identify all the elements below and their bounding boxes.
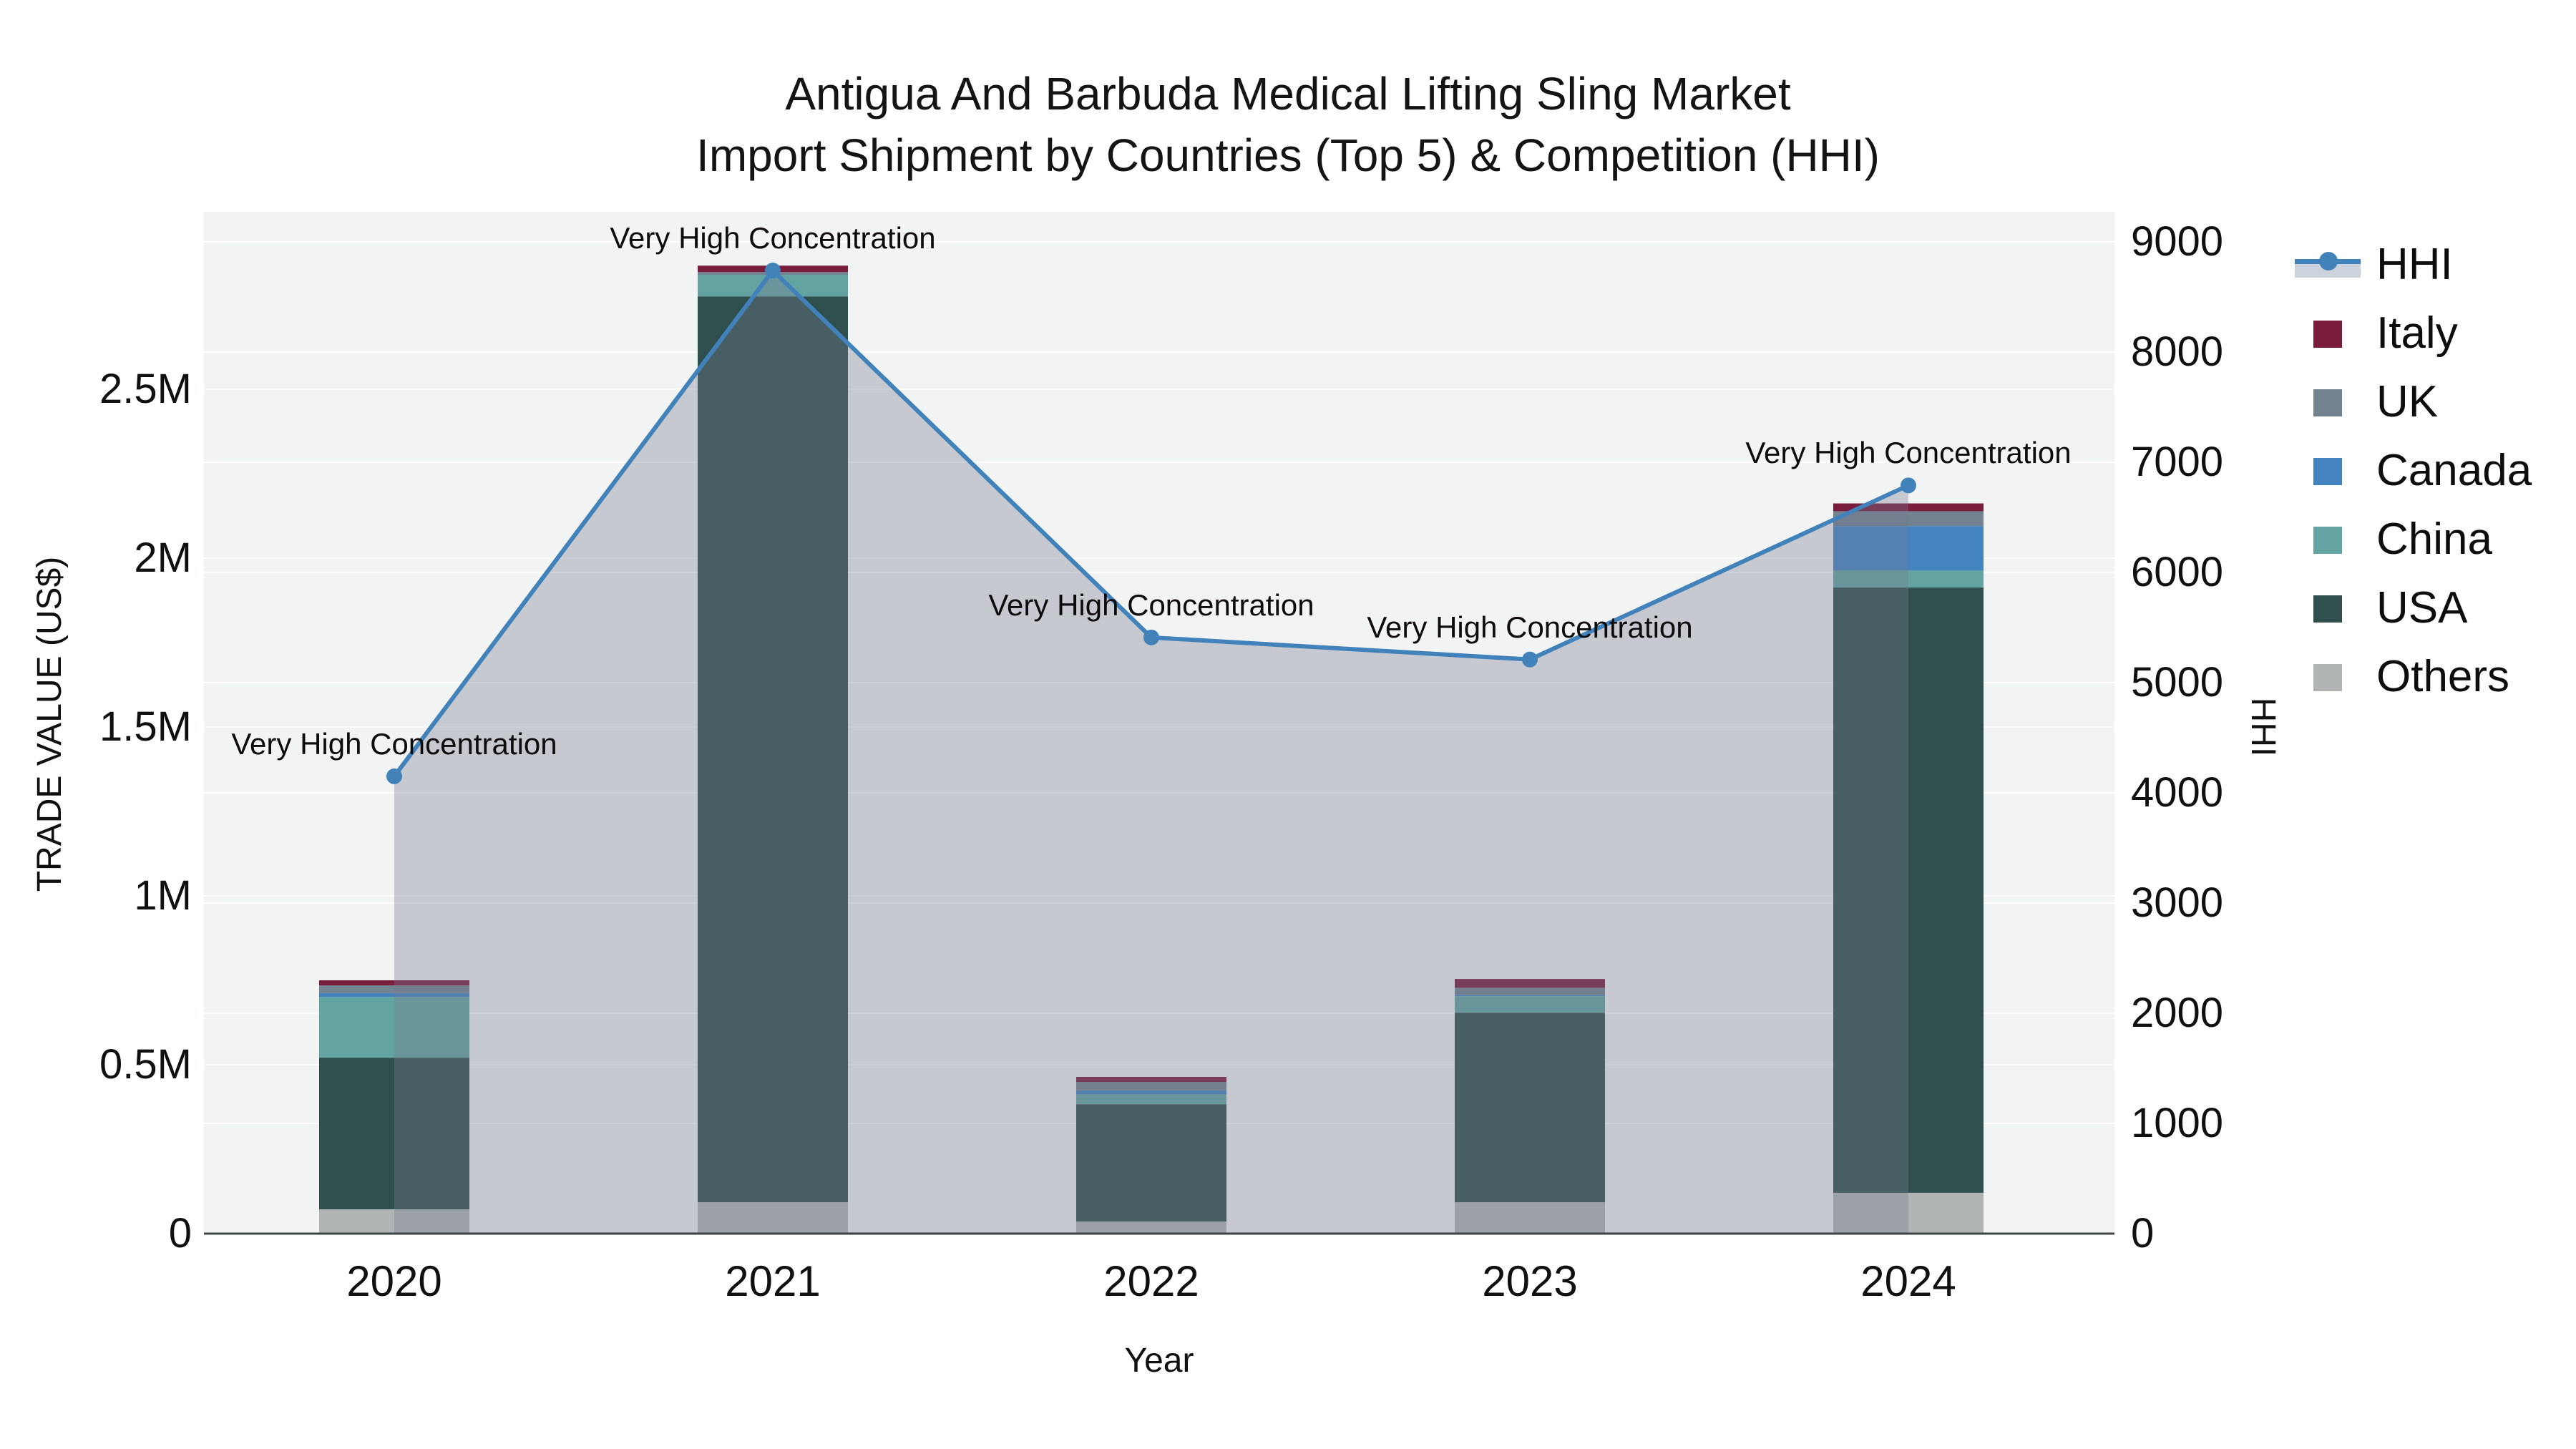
hhi-marker-2022[interactable] [1143,629,1159,645]
usa-color-swatch [2313,595,2342,623]
hhi-area-fill [394,270,1908,1234]
others-color-swatch [2313,664,2342,691]
hhi-marker-2023[interactable] [1522,651,1538,668]
italy-color-swatch [2313,321,2342,348]
legend-label-italy: Italy [2376,308,2458,358]
hhi-marker-2021[interactable] [765,263,781,279]
bar-segment-canada-2024[interactable] [1833,526,1984,570]
x-axis-tick-2023: 2023 [1482,1257,1578,1305]
right-axis-tick-3000: 3000 [2131,879,2224,926]
legend-item-canada[interactable]: Canada [2293,436,2532,505]
right-axis-tick-0: 0 [2131,1210,2155,1257]
legend-label-uk: UK [2376,377,2439,426]
bar-segment-others-2021[interactable] [698,1202,848,1234]
bar-segment-usa-2022[interactable] [1076,1104,1226,1222]
left-axis-tick-2M: 2M [134,535,192,581]
left-axis-tick-2.5M: 2.5M [99,366,192,412]
annotation-2020: Very High Concentration [231,726,557,761]
left-axis-tick-0: 0 [168,1210,192,1257]
annotation-2022: Very High Concentration [988,587,1314,622]
legend-item-italy[interactable]: Italy [2293,299,2532,368]
bar-segment-others-2022[interactable] [1076,1221,1226,1234]
right-axis-tick-4000: 4000 [2131,769,2224,816]
legend-label-usa: USA [2376,583,2468,633]
canada-color-swatch [2313,458,2342,485]
right-axis-tick-6000: 6000 [2131,549,2224,595]
x-axis-tick-2022: 2022 [1103,1257,1199,1305]
right-axis-tick-8000: 8000 [2131,328,2224,375]
legend-item-uk[interactable]: UK [2293,368,2532,436]
bar-segment-canada-2023[interactable] [1455,995,1605,997]
legend-item-others[interactable]: Others [2293,643,2532,711]
legend-item-china[interactable]: China [2293,505,2532,574]
bar-segment-uk-2023[interactable] [1455,987,1605,995]
bar-segment-others-2024[interactable] [1833,1192,1984,1234]
bar-segment-usa-2020[interactable] [319,1058,469,1210]
china-color-swatch [2313,527,2342,554]
others-swatch-icon [2293,655,2368,698]
uk-color-swatch [2313,389,2342,416]
hhi-line-icon [2293,243,2368,286]
bar-segment-usa-2023[interactable] [1455,1013,1605,1203]
right-axis-tick-2000: 2000 [2131,990,2224,1036]
canada-swatch-icon [2293,449,2368,492]
bar-segment-usa-2024[interactable] [1833,587,1984,1193]
right-axis-tick-1000: 1000 [2131,1100,2224,1146]
right-axis-tick-7000: 7000 [2131,439,2224,485]
hhi-marker-2020[interactable] [386,768,402,784]
chart-title: Antigua And Barbuda Medical Lifting Slin… [0,63,2576,186]
legend-label-canada: Canada [2376,446,2532,495]
legend: HHI Italy UK Canada China USA Others [2293,230,2532,711]
hhi-area-swatch [2295,263,2361,278]
bar-segment-china-2024[interactable] [1833,570,1984,588]
x-axis-tick-2024: 2024 [1860,1257,1956,1305]
x-axis-tick-2020: 2020 [346,1257,442,1305]
annotation-2023: Very High Concentration [1367,610,1693,644]
left-axis-tick-1M: 1M [134,872,192,919]
bar-segment-others-2023[interactable] [1455,1202,1605,1234]
bar-segment-uk-2022[interactable] [1076,1082,1226,1091]
legend-label-hhi: HHI [2376,240,2453,289]
left-axis-tick-0.5M: 0.5M [99,1041,192,1088]
bar-segment-china-2020[interactable] [319,997,469,1058]
bar-segment-uk-2020[interactable] [319,985,469,993]
left-axis-tick-1.5M: 1.5M [99,703,192,750]
chart-title-line2: Import Shipment by Countries (Top 5) & C… [696,130,1880,181]
legend-item-hhi[interactable]: HHI [2293,230,2532,299]
annotation-2024: Very High Concentration [1745,436,2072,470]
x-axis-tick-2021: 2021 [725,1257,821,1305]
plot-background [204,212,2114,1234]
legend-label-others: Others [2376,652,2510,701]
legend-label-china: China [2376,514,2492,564]
bar-segment-others-2020[interactable] [319,1209,469,1234]
bar-segment-italy-2022[interactable] [1076,1076,1226,1083]
usa-swatch-icon [2293,587,2368,630]
bar-segment-italy-2023[interactable] [1455,979,1605,988]
bar-segment-usa-2021[interactable] [698,296,848,1203]
hhi-marker-2024[interactable] [1901,477,1916,494]
right-axis-tick-9000: 9000 [2131,218,2224,265]
uk-swatch-icon [2293,381,2368,424]
hhi-marker-swatch [2319,252,2338,270]
bar-segment-italy-2024[interactable] [1833,503,1984,512]
x-axis-title: Year [1124,1342,1194,1380]
bar-segment-uk-2024[interactable] [1833,511,1984,527]
bar-segment-canada-2020[interactable] [319,992,469,997]
chart-title-line1: Antigua And Barbuda Medical Lifting Slin… [785,68,1791,119]
china-swatch-icon [2293,518,2368,561]
legend-item-usa[interactable]: USA [2293,574,2532,643]
bar-segment-canada-2022[interactable] [1076,1090,1226,1095]
italy-swatch-icon [2293,312,2368,355]
right-axis-tick-5000: 5000 [2131,659,2224,706]
bar-segment-china-2022[interactable] [1076,1094,1226,1105]
annotation-2021: Very High Concentration [610,221,936,255]
bar-segment-italy-2020[interactable] [319,980,469,986]
bar-segment-china-2023[interactable] [1455,996,1605,1013]
